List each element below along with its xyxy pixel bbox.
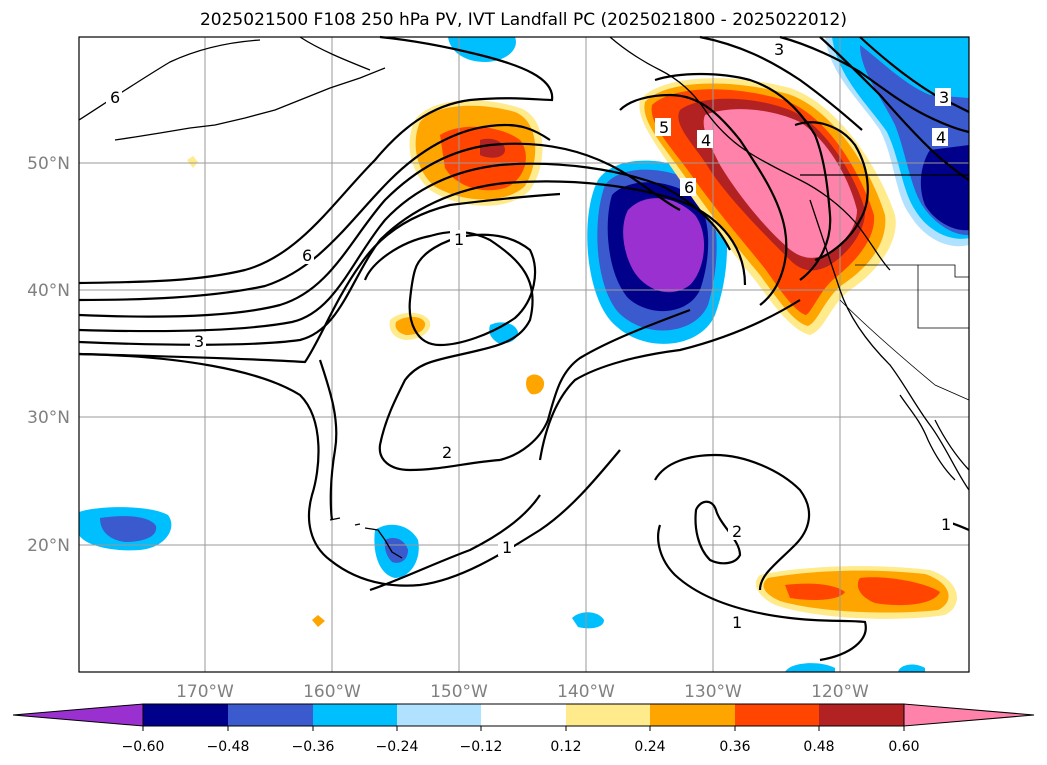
negative-patch [384, 538, 408, 563]
lon-tick-label: 170°W [176, 682, 234, 702]
map-frame [78, 36, 970, 673]
colorbar-swatch [735, 704, 819, 726]
contour-lines [78, 35, 970, 662]
positive-patch [395, 316, 426, 335]
colorbar-tick-label: −0.36 [292, 739, 335, 755]
contour-line [363, 230, 534, 472]
colorbar: −0.60 −0.48 −0.36 −0.24 −0.12 0.12 0.24 … [12, 703, 1035, 755]
negative-patch [898, 664, 925, 672]
contour-label: 6 [684, 178, 694, 197]
contour-line [78, 192, 561, 364]
lon-tick-label: 140°W [557, 682, 615, 702]
colorbar-extend-low [12, 703, 144, 727]
contour-line [779, 35, 970, 134]
colorbar-tick-label: 0.60 [888, 739, 919, 755]
contour-line [499, 308, 691, 462]
contour-line [619, 93, 788, 306]
negative-patch [572, 612, 604, 629]
contour-label: 1 [502, 538, 512, 557]
colorbar-tick-label: 0.24 [634, 739, 665, 755]
colorbar-swatch [650, 704, 735, 726]
colorbar-swatch [313, 704, 397, 726]
contour-line [654, 453, 811, 591]
contour-label: 6 [302, 246, 312, 265]
colorbar-swatch [143, 704, 228, 726]
colorbar-swatch [819, 704, 904, 726]
negative-patch [920, 145, 969, 231]
contour-label: 4 [701, 131, 711, 150]
colorbar-tick-label: 0.36 [719, 739, 750, 755]
figure-title: 2025021500 F108 250 hPa PV, IVT Landfall… [199, 10, 847, 30]
contour-label: 1 [732, 613, 742, 632]
colorbar-tick-label: −0.12 [460, 739, 503, 755]
contour-line [794, 121, 869, 262]
colorbar-swatch [228, 704, 313, 726]
colorbar-swatch [566, 704, 650, 726]
positive-patch [857, 577, 940, 606]
negative-patch [100, 516, 157, 542]
colorbar-extend-high [903, 703, 1035, 727]
contour-line [78, 35, 554, 285]
contour-line [859, 36, 970, 113]
contour-line [657, 524, 867, 662]
contour-label: 3 [939, 88, 949, 107]
contour-line [78, 142, 681, 318]
colorbar-tick-label: 0.48 [803, 739, 834, 755]
positive-patch [440, 126, 526, 191]
contour-label: 3 [774, 40, 784, 59]
contour-line [318, 359, 338, 521]
lon-tick-label: 120°W [811, 682, 869, 702]
negative-patch [623, 198, 705, 293]
negative-patch [785, 663, 835, 672]
contour-line [699, 35, 863, 131]
colorbar-tick-label: −0.60 [122, 739, 165, 755]
lon-tick-label: 150°W [430, 682, 488, 702]
longitude-labels: 170°W 160°W 150°W 140°W 130°W 120°W [176, 682, 869, 702]
lon-tick-label: 160°W [303, 682, 361, 702]
contour-label: 2 [732, 522, 742, 541]
lat-tick-label: 40°N [27, 281, 70, 301]
contour-label: 3 [194, 332, 204, 351]
contour-label: 5 [659, 118, 669, 137]
contour-line [819, 36, 970, 181]
contour-line [654, 72, 832, 281]
positive-patch [526, 374, 545, 395]
lat-tick-label: 30°N [27, 408, 70, 428]
contour-line [538, 299, 801, 461]
colorbar-tick-label: −0.48 [207, 739, 250, 755]
positive-patch [187, 156, 198, 168]
lat-tick-label: 20°N [27, 536, 70, 556]
negative-patch [489, 322, 518, 344]
contour-label: 6 [110, 88, 120, 107]
contour-label: 4 [936, 128, 946, 147]
colorbar-swatch [397, 704, 481, 726]
colorbar-tick-label: 0.12 [550, 739, 581, 755]
contour-line [369, 494, 541, 592]
contour-label: 2 [442, 443, 452, 462]
lat-tick-label: 50°N [27, 154, 70, 174]
contour-line [78, 123, 551, 302]
positive-patch [785, 583, 845, 600]
contour-line [78, 180, 747, 346]
colorbar-tick-label: −0.24 [376, 739, 419, 755]
contour-label: 1 [941, 515, 951, 534]
contour-line [694, 500, 742, 565]
latitude-labels: 50°N 40°N 30°N 20°N [27, 154, 70, 556]
contour-line [78, 352, 621, 587]
colorbar-swatch [481, 704, 566, 726]
contour-label-group: 6 3 5 4 6 1 2 1 3 2 1 1 6 3 4 [106, 40, 953, 632]
positive-patch [312, 615, 325, 627]
negative-patch [448, 37, 516, 62]
lon-tick-label: 130°W [684, 682, 742, 702]
contour-label: 1 [454, 230, 464, 249]
coastlines [78, 36, 970, 559]
contour-line [78, 162, 731, 333]
